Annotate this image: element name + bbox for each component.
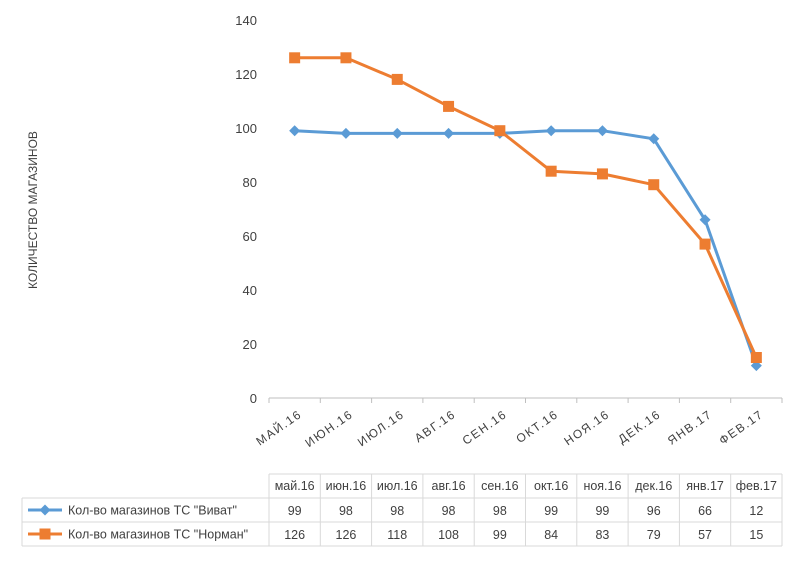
data-point-series-1 (289, 125, 301, 137)
legend-label-2: Кол-во магазинов ТС "Норман" (68, 528, 248, 542)
x-tick-label: ДЕК.16 (615, 407, 663, 446)
x-tick-label: ИЮН.16 (302, 407, 355, 450)
table-value-series-2: 84 (544, 528, 558, 542)
data-point-series-1 (699, 214, 711, 226)
x-tick-label: ОКТ.16 (514, 407, 561, 446)
table-header-cell: сен.16 (481, 479, 519, 493)
legend-key-marker-1 (39, 504, 51, 516)
series-markers (289, 52, 762, 372)
table-header-cell: янв.17 (686, 479, 724, 493)
data-point-series-1 (648, 133, 660, 145)
y-axis-label-group: КОЛИЧЕСТВО МАГАЗИНОВ (26, 131, 40, 289)
data-point-series-2 (596, 168, 608, 180)
table-value-series-2: 83 (595, 528, 609, 542)
table-value-series-2: 108 (438, 528, 459, 542)
table-value-series-1: 98 (390, 504, 404, 518)
table-value-series-1: 98 (442, 504, 456, 518)
table-value-series-1: 99 (595, 504, 609, 518)
table-header-cell: авг.16 (432, 479, 466, 493)
table-header-cell: май.16 (275, 479, 315, 493)
x-tick-label: ИЮЛ.16 (355, 407, 407, 449)
table-header-cell: фев.17 (736, 479, 777, 493)
table-value-series-2: 57 (698, 528, 712, 542)
axes (268, 397, 783, 403)
data-point-series-2 (494, 125, 506, 137)
series-line-2 (293, 56, 758, 359)
data-point-series-2 (545, 165, 557, 177)
y-axis-ticks: 0 20 40 60 80 100 120 140 (235, 13, 257, 406)
data-point-series-2 (648, 179, 660, 191)
table-value-series-1: 96 (647, 504, 661, 518)
data-point-series-1 (340, 127, 352, 139)
x-tick-label: НОЯ.16 (561, 407, 612, 448)
table-header-cell: окт.16 (534, 479, 568, 493)
table-header-cell: июн.16 (326, 479, 367, 493)
y-tick-label: 120 (235, 67, 257, 82)
x-tick-label: ЯНВ.17 (665, 407, 715, 448)
table-value-series-2: 126 (284, 528, 305, 542)
table-value-series-1: 98 (339, 504, 353, 518)
data-point-series-2 (340, 52, 352, 64)
y-tick-label: 80 (243, 175, 257, 190)
data-point-series-2 (699, 238, 711, 250)
y-tick-label: 140 (235, 13, 257, 28)
table-header-cell: дек.16 (635, 479, 672, 493)
table-value-series-1: 99 (288, 504, 302, 518)
table-header-cell: июл.16 (377, 479, 418, 493)
x-tick-label: МАЙ.16 (253, 406, 304, 448)
series-lines (293, 56, 758, 368)
series-line-1 (293, 129, 758, 368)
table-value-series-1: 99 (544, 504, 558, 518)
legend-key-marker-2 (39, 528, 51, 540)
table-header-cell: ноя.16 (583, 479, 621, 493)
data-point-series-1 (391, 127, 403, 139)
data-point-series-2 (750, 352, 762, 363)
y-tick-label: 100 (235, 121, 257, 136)
data-point-series-1 (443, 127, 455, 139)
table-value-series-2: 79 (647, 528, 661, 542)
x-tick-label: СЕН.16 (460, 407, 510, 448)
legend-label-1: Кол-во магазинов ТС "Виват" (68, 504, 237, 518)
y-tick-label: 20 (243, 337, 257, 352)
y-tick-label: 60 (243, 229, 257, 244)
x-tick-label: ФЕВ.17 (716, 407, 766, 448)
data-point-series-2 (289, 52, 301, 64)
data-point-series-2 (443, 100, 455, 112)
table-value-series-2: 118 (387, 528, 407, 542)
data-point-series-1 (545, 125, 557, 137)
table-value-series-1: 98 (493, 504, 507, 518)
x-tick-label: АВГ.16 (412, 407, 458, 445)
table-value-series-1: 66 (698, 504, 712, 518)
table-value-series-2: 99 (493, 528, 507, 542)
data-point-series-1 (596, 125, 608, 137)
table-value-series-1: 12 (749, 504, 763, 518)
y-tick-label: 40 (243, 283, 257, 298)
table-value-series-2: 126 (336, 528, 357, 542)
data-table: май.16 июн.16 июл.16 авг.16 сен.16 окт.16 ноя.… (21, 473, 783, 547)
table-value-series-2: 15 (749, 528, 763, 542)
y-axis-label: КОЛИЧЕСТВО МАГАЗИНОВ (26, 131, 40, 289)
data-point-series-2 (391, 73, 403, 85)
y-tick-label: 0 (250, 391, 257, 406)
